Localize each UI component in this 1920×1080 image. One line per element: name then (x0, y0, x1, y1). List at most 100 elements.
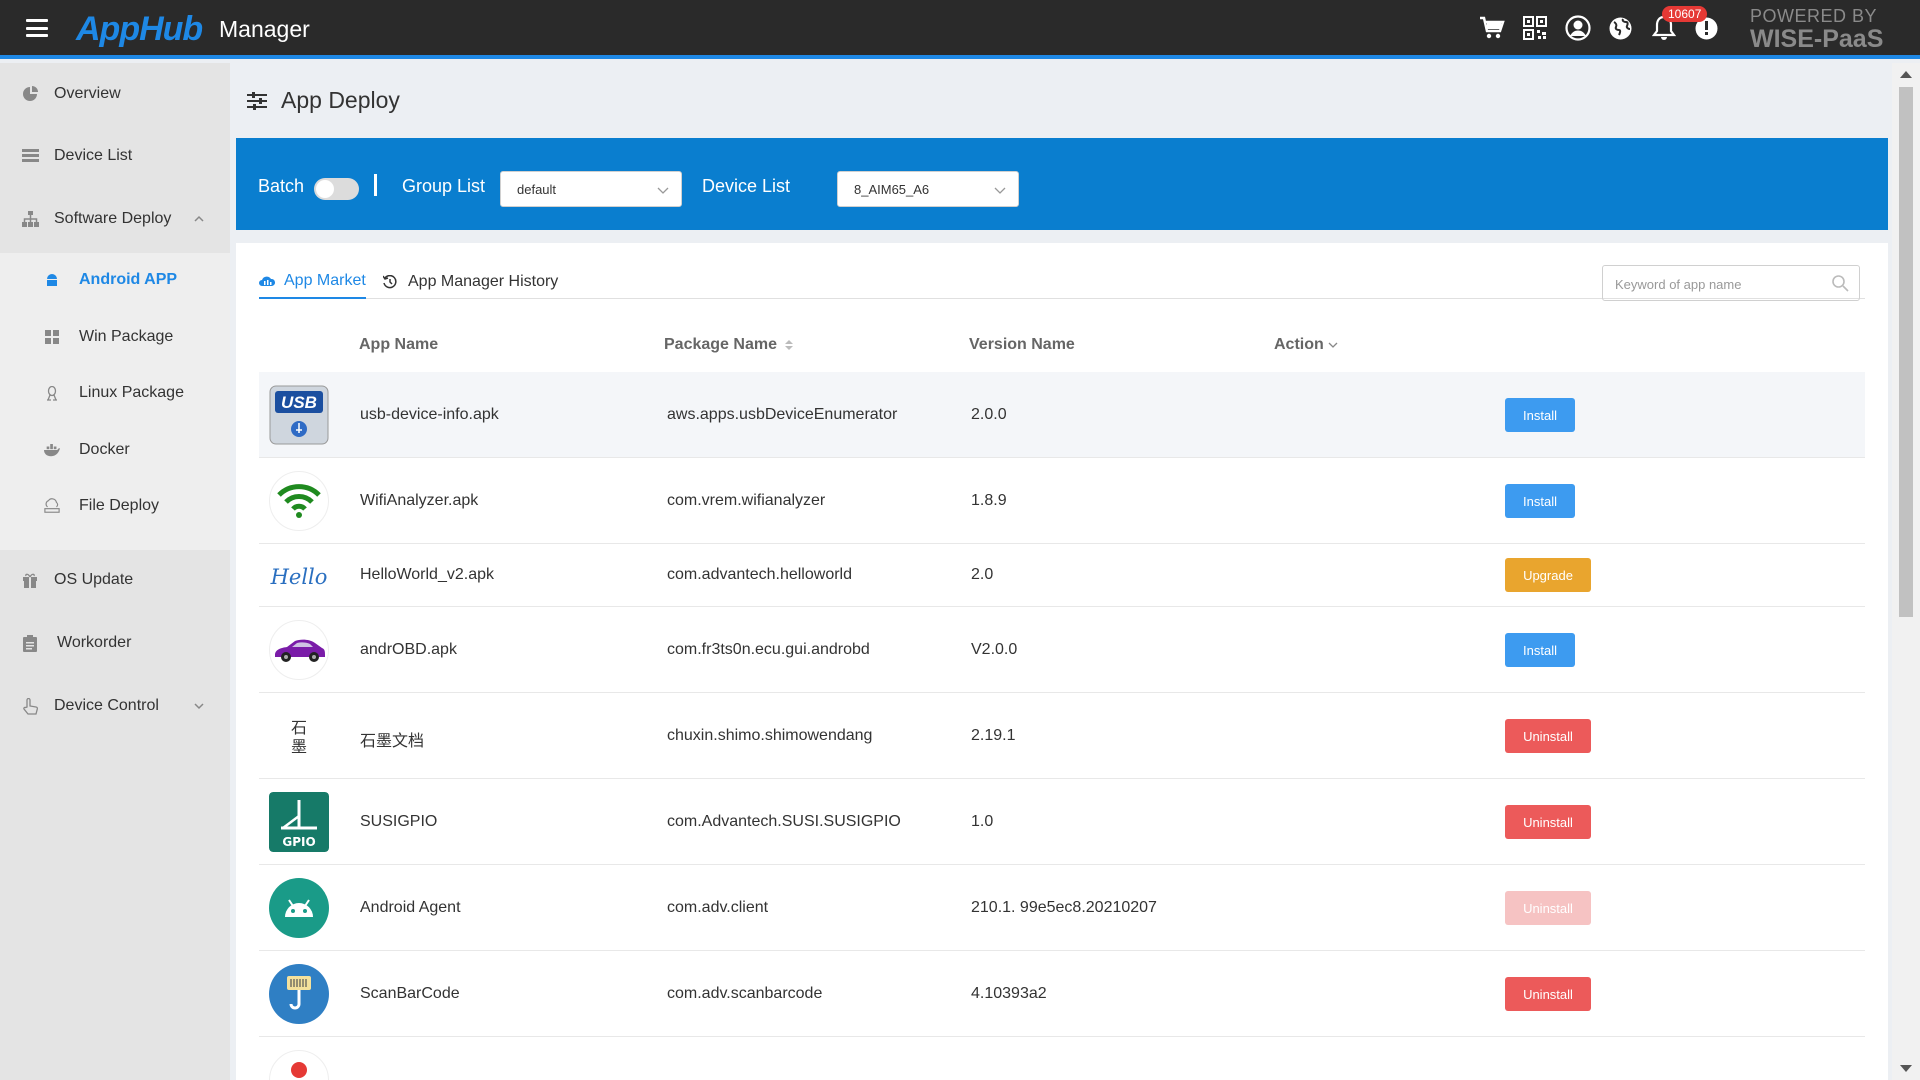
sidebar-item-label: Device List (54, 147, 133, 164)
cart-icon[interactable] (1478, 15, 1505, 42)
upgrade-button[interactable]: Upgrade (1505, 558, 1591, 592)
version-name: 210.1. 99e5ec8.20210207 (971, 899, 1157, 916)
sidebar-item-os-update[interactable]: OS Update (0, 552, 230, 608)
top-bar: AppHub Manager 10607 POWERED BY WISE-Paa… (0, 0, 1920, 59)
cloud-upload-icon (44, 498, 60, 514)
sliders-icon (247, 91, 267, 110)
device-list-value: 8_AIM65_A6 (854, 182, 930, 197)
batch-toggle[interactable] (314, 178, 359, 200)
android-icon (44, 272, 60, 288)
tab-app-manager-history[interactable]: App Manager History (383, 265, 558, 299)
sidebar-item-overview[interactable]: Overview (0, 66, 230, 122)
table-row: Hello HelloWorld_v2.apk com.advantech.he… (259, 544, 1865, 607)
batch-label: Batch (258, 176, 305, 196)
group-list-value: default (517, 182, 557, 197)
app-name: WifiAnalyzer.apk (360, 492, 479, 509)
hello-icon-text: Hello (270, 565, 328, 589)
car-app-icon (269, 620, 329, 680)
chevron-up-icon (194, 215, 204, 222)
install-button[interactable]: Install (1505, 633, 1575, 667)
version-name: 2.0.0 (971, 406, 1007, 423)
sidebar-subitem-android-app[interactable]: Android APP (0, 259, 230, 301)
app-icon-partial (269, 1050, 329, 1080)
chevron-down-icon (994, 187, 1006, 194)
hand-pointer-icon (21, 697, 39, 715)
sidebar-item-label: Software Deploy (54, 210, 172, 227)
uninstall-button[interactable]: Uninstall (1505, 719, 1591, 753)
install-button[interactable]: Install (1505, 398, 1575, 432)
uninstall-button[interactable]: Uninstall (1505, 805, 1591, 839)
sidebar-item-workorder[interactable]: Workorder (0, 615, 230, 671)
sidebar-item-label: Overview (54, 85, 121, 102)
scroll-down-arrow-icon[interactable] (1900, 1065, 1912, 1072)
device-list-select[interactable]: 8_AIM65_A6 (837, 171, 1019, 207)
table-header: App Name Package Name Version Name Actio… (259, 318, 1865, 372)
wifi-app-icon (269, 471, 329, 531)
hamburger-menu-icon[interactable] (26, 19, 48, 37)
table-row-partial (259, 1037, 1865, 1080)
sidebar-item-device-list[interactable]: Device List (0, 128, 230, 184)
sidebar-subitem-label: Android APP (79, 271, 178, 288)
shimo-app-icon: 石墨 (269, 706, 329, 766)
sort-icon[interactable] (783, 338, 795, 352)
device-list-label: Device List (702, 176, 791, 196)
version-name: 2.0 (971, 566, 994, 583)
uninstall-button[interactable]: Uninstall (1505, 977, 1591, 1011)
app-search-box[interactable] (1602, 265, 1860, 301)
sidebar-subitem-file-deploy[interactable]: File Deploy (0, 485, 230, 527)
chevron-down-icon (194, 703, 204, 710)
chevron-down-icon (657, 187, 669, 194)
package-name: com.vrem.wifianalyzer (667, 492, 826, 509)
page-scrollbar[interactable] (1892, 63, 1920, 1080)
table-row: WifiAnalyzer.apk com.vrem.wifianalyzer 1… (259, 458, 1865, 544)
chevron-down-icon (1328, 342, 1338, 348)
tab-app-market[interactable]: App Market (259, 265, 366, 299)
main-content: App Deploy Batch Group List default Devi… (230, 63, 1892, 1080)
version-name: 1.8.9 (971, 492, 1007, 509)
app-title: Manager (219, 16, 310, 42)
search-icon[interactable] (1831, 274, 1849, 292)
wise-paas-text: WISE-PaaS (1750, 25, 1884, 53)
column-header-label: Action (1274, 336, 1324, 353)
search-input[interactable] (1615, 274, 1815, 294)
tab-label: App Market (284, 272, 366, 289)
version-name: 1.0 (971, 813, 994, 830)
info-icon[interactable] (1693, 15, 1720, 42)
qrcode-icon[interactable] (1521, 15, 1548, 42)
package-name: aws.apps.usbDeviceEnumerator (667, 406, 898, 423)
column-header-label: Package Name (664, 336, 777, 353)
column-header-app-name: App Name (359, 336, 439, 353)
sidebar-item-software-deploy[interactable]: Software Deploy (0, 191, 230, 247)
sidebar-item-device-control[interactable]: Device Control (0, 678, 230, 734)
page-header: App Deploy (247, 63, 400, 138)
sidebar-subitem-label: Docker (79, 441, 130, 458)
column-header-action[interactable]: Action (1274, 336, 1339, 354)
docker-icon (44, 442, 60, 458)
column-header-version-name: Version Name (969, 336, 1075, 353)
user-icon[interactable] (1564, 15, 1591, 42)
gpio-icon-text: GPIO (282, 835, 315, 849)
app-name: SUSIGPIO (360, 813, 438, 830)
table-row: andrOBD.apk com.fr3ts0n.ecu.gui.androbd … (259, 607, 1865, 693)
sidebar-subitem-win-package[interactable]: Win Package (0, 316, 230, 358)
scrollbar-thumb[interactable] (1899, 87, 1913, 617)
scroll-up-arrow-icon[interactable] (1900, 71, 1912, 78)
package-name: com.advantech.helloworld (667, 566, 852, 583)
sidebar-subitem-linux-package[interactable]: Linux Package (0, 372, 230, 414)
install-button[interactable]: Install (1505, 484, 1575, 518)
sidebar-subitem-docker[interactable]: Docker (0, 429, 230, 471)
table-row: ScanBarCode com.adv.scanbarcode 4.10393a… (259, 951, 1865, 1037)
sidebar-item-label: OS Update (54, 571, 134, 588)
globe-icon[interactable] (1607, 15, 1634, 42)
group-list-select[interactable]: default (500, 171, 682, 207)
app-name: andrOBD.apk (360, 641, 457, 658)
package-name: com.adv.scanbarcode (667, 985, 823, 1002)
windows-icon (44, 329, 60, 345)
package-name: com.fr3ts0n.ecu.gui.androbd (667, 641, 870, 658)
app-name: 石墨文档 (360, 733, 425, 750)
toggle-knob (316, 180, 334, 198)
app-name: usb-device-info.apk (360, 406, 499, 423)
column-header-package-name[interactable]: Package Name (664, 336, 795, 354)
app-name: ScanBarCode (360, 985, 460, 1002)
sitemap-icon (21, 210, 39, 228)
